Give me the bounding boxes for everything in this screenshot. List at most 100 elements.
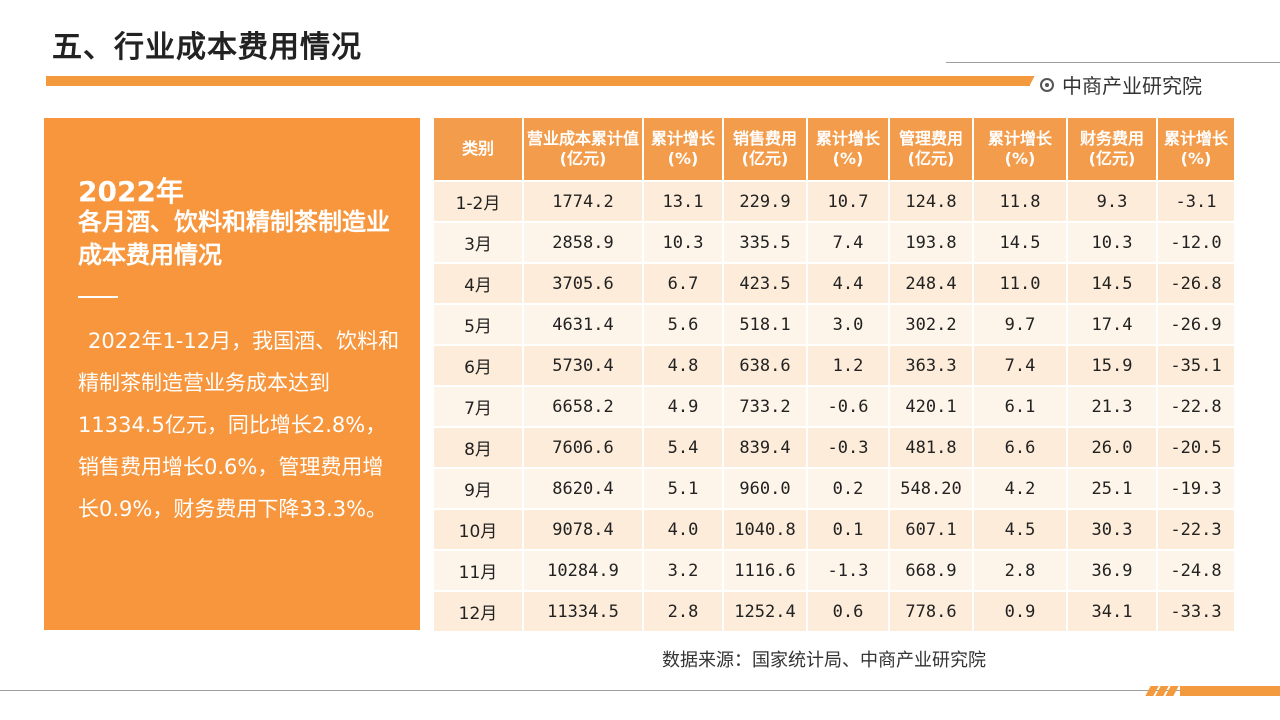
table-cell: 5.4	[644, 428, 724, 469]
table-cell: 25.1	[1068, 469, 1158, 510]
table-cell: 1040.8	[724, 510, 808, 551]
table-cell: 10.3	[1068, 223, 1158, 264]
table-cell: 15.9	[1068, 346, 1158, 387]
bottom-accent-bar	[1180, 686, 1280, 696]
table-cell: 0.9	[974, 592, 1068, 633]
table-cell: 4.4	[808, 264, 890, 305]
table-cell: 34.1	[1068, 592, 1158, 633]
panel-year: 2022年	[78, 175, 184, 208]
table-cell: -33.3	[1158, 592, 1236, 633]
table-cell: 124.8	[890, 182, 974, 223]
table-cell: -12.0	[1158, 223, 1236, 264]
table-cell: 1774.2	[524, 182, 644, 223]
table-cell: -35.1	[1158, 346, 1236, 387]
table-row: 6月 5730.4 4.8 638.6 1.2 363.3 7.4 15.9 -35.1	[434, 346, 1236, 387]
bottom-line	[0, 690, 1280, 691]
table-cell: -0.3	[808, 428, 890, 469]
col-header-sales-expense: 销售费用(亿元)	[724, 118, 808, 182]
table-cell: -26.9	[1158, 305, 1236, 346]
table-cell: 30.3	[1068, 510, 1158, 551]
table-cell: 733.2	[724, 387, 808, 428]
table-cell: 248.4	[890, 264, 974, 305]
table-cell: 839.4	[724, 428, 808, 469]
table-cell: -3.1	[1158, 182, 1236, 223]
table-cell: 518.1	[724, 305, 808, 346]
table-cell: 607.1	[890, 510, 974, 551]
table-cell: 6.7	[644, 264, 724, 305]
table-cell: 9.3	[1068, 182, 1158, 223]
table-cell: 8620.4	[524, 469, 644, 510]
table-cell: 5.6	[644, 305, 724, 346]
table-cell: 638.6	[724, 346, 808, 387]
panel-body-text: 2022年1-12月，我国酒、饮料和精制茶制造营业务成本达到11334.5亿元，…	[78, 329, 400, 521]
table-cell: 4月	[434, 264, 524, 305]
table-row: 4月 3705.6 6.7 423.5 4.4 248.4 11.0 14.5 -26.8	[434, 264, 1236, 305]
table-cell: 2.8	[644, 592, 724, 633]
table-cell: -22.3	[1158, 510, 1236, 551]
table-cell: 10.7	[808, 182, 890, 223]
table-cell: 11月	[434, 551, 524, 592]
table-cell: 13.1	[644, 182, 724, 223]
table-cell: 6658.2	[524, 387, 644, 428]
table-row: 3月 2858.9 10.3 335.5 7.4 193.8 14.5 10.3 -12.0	[434, 223, 1236, 264]
table-cell: 14.5	[1068, 264, 1158, 305]
title-thin-line	[946, 62, 1280, 63]
table-cell: 4.9	[644, 387, 724, 428]
table-cell: 0.1	[808, 510, 890, 551]
table-cell: 17.4	[1068, 305, 1158, 346]
table-cell: 4.0	[644, 510, 724, 551]
table-cell: 10284.9	[524, 551, 644, 592]
title-accent-bar	[46, 76, 1030, 86]
table-cell: 9.7	[974, 305, 1068, 346]
table-cell: 12月	[434, 592, 524, 633]
table-cell: 6.6	[974, 428, 1068, 469]
table-cell: 2858.9	[524, 223, 644, 264]
table-cell: -26.8	[1158, 264, 1236, 305]
table-cell: 2.8	[974, 551, 1068, 592]
col-header-finance-expense: 财务费用(亿元)	[1068, 118, 1158, 182]
table-cell: 9078.4	[524, 510, 644, 551]
page-title: 五、行业成本费用情况	[52, 30, 362, 65]
table-cell: -20.5	[1158, 428, 1236, 469]
table-row: 7月 6658.2 4.9 733.2 -0.6 420.1 6.1 21.3 -22.8	[434, 387, 1236, 428]
col-header-admin-growth: 累计增长(%)	[974, 118, 1068, 182]
table-cell: 302.2	[890, 305, 974, 346]
table-cell: 1116.6	[724, 551, 808, 592]
table-cell: 26.0	[1068, 428, 1158, 469]
col-header-operating-cost: 营业成本累计值(亿元)	[524, 118, 644, 182]
table-row: 5月 4631.4 5.6 518.1 3.0 302.2 9.7 17.4 -26.9	[434, 305, 1236, 346]
col-header-category: 类别	[434, 118, 524, 182]
table-cell: 21.3	[1068, 387, 1158, 428]
table-cell: 3705.6	[524, 264, 644, 305]
table-cell: 4.2	[974, 469, 1068, 510]
table-cell: 5730.4	[524, 346, 644, 387]
table-cell: 4631.4	[524, 305, 644, 346]
table-cell: 5.1	[644, 469, 724, 510]
brand-name: 中商产业研究院	[1062, 74, 1202, 98]
panel-divider	[78, 296, 118, 298]
table-cell: 10月	[434, 510, 524, 551]
table-cell: 5月	[434, 305, 524, 346]
table-cell: 3.2	[644, 551, 724, 592]
table-cell: 481.8	[890, 428, 974, 469]
table-cell: 7.4	[974, 346, 1068, 387]
table-cell: -19.3	[1158, 469, 1236, 510]
col-header-sales-growth: 累计增长(%)	[808, 118, 890, 182]
panel-subtitle: 各月酒、饮料和精制茶制造业成本费用情况	[78, 208, 390, 269]
data-source-note: 数据来源：国家统计局、中商产业研究院	[662, 650, 986, 671]
table-cell: 548.20	[890, 469, 974, 510]
col-header-finance-growth: 累计增长(%)	[1158, 118, 1236, 182]
table-cell: 6.1	[974, 387, 1068, 428]
table-cell: 3月	[434, 223, 524, 264]
table-header-row: 类别 营业成本累计值(亿元) 累计增长(%) 销售费用(亿元) 累计增长(%) …	[434, 118, 1236, 182]
table-cell: 1.2	[808, 346, 890, 387]
table-cell: 0.6	[808, 592, 890, 633]
table-cell: -22.8	[1158, 387, 1236, 428]
table-cell: 7月	[434, 387, 524, 428]
table-cell: 7.4	[808, 223, 890, 264]
col-header-cost-growth: 累计增长(%)	[644, 118, 724, 182]
table-cell: 229.9	[724, 182, 808, 223]
table-cell: 8月	[434, 428, 524, 469]
table-cell: 423.5	[724, 264, 808, 305]
table-row: 12月 11334.5 2.8 1252.4 0.6 778.6 0.9 34.1 -33.3	[434, 592, 1236, 633]
